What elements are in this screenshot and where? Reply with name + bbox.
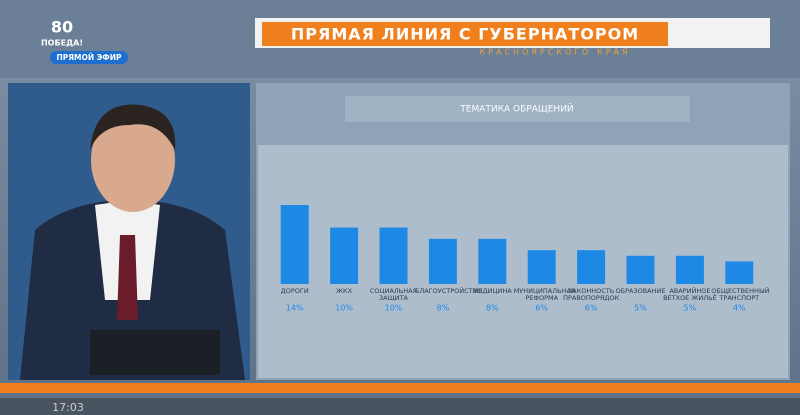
value-label: 10%	[385, 304, 403, 313]
headline-box	[262, 22, 668, 46]
category-label: АВАРИЙНОЕ ВЕТХОЕ ЖИЛЬЁ	[663, 287, 717, 302]
category-label: ДОРОГИ	[280, 287, 309, 295]
category-label: ОБРАЗОВАНИЕ	[615, 287, 666, 295]
category-label: МЕДИЦИНА	[472, 287, 512, 295]
tablet	[90, 330, 220, 375]
bar	[675, 255, 704, 284]
person-head	[91, 108, 175, 212]
bar	[428, 238, 457, 284]
clock: 17:03	[52, 401, 84, 414]
category-label: СОЦИАЛЬНАЯ ЗАЩИТА	[369, 287, 418, 302]
value-label: 4%	[733, 304, 746, 313]
logo-number: 80	[51, 18, 73, 37]
value-label: 6%	[535, 304, 548, 313]
logo-text: ПОБЕДА!	[41, 39, 83, 48]
bar	[330, 227, 359, 284]
bar	[527, 250, 556, 284]
category-label: ЖКХ	[336, 287, 353, 295]
category-label: ЗАКОННОСТЬ ПРАВОПОРЯДОК	[563, 287, 620, 302]
value-label: 5%	[684, 304, 697, 313]
bar	[725, 261, 754, 284]
category-label: БЛАГОУСТРОЙСТВО	[414, 287, 483, 295]
category-label: ОБЩЕСТВЕННЫЙ ТРАНСПОРТ	[711, 287, 770, 302]
value-label: 8%	[486, 304, 499, 313]
value-label: 8%	[437, 304, 450, 313]
live-label: ПРЯМОЙ ЭФИР	[57, 53, 122, 62]
category-label: МУНИЦИПАЛЬНАЯ РЕФОРМА	[513, 287, 576, 302]
bar	[379, 227, 408, 284]
value-label: 10%	[335, 304, 353, 313]
live-pill	[50, 51, 128, 64]
bottom-strip	[0, 398, 800, 415]
headline: ПРЯМАЯ ЛИНИЯ С ГУБЕРНАТОРОМ	[291, 25, 639, 44]
bar	[280, 205, 309, 284]
chart-title-bar	[345, 96, 690, 122]
value-label: 5%	[634, 304, 647, 313]
subheadline: КРАСНОЯРСКОГО КРАЯ	[479, 48, 630, 57]
bar	[577, 250, 606, 284]
value-label: 14%	[286, 304, 304, 313]
bottom-stripe	[0, 383, 800, 393]
chart-title: ТЕМАТИКА ОБРАЩЕНИЙ	[459, 103, 573, 115]
person-hair	[90, 104, 176, 150]
bar	[626, 255, 655, 284]
value-label: 6%	[585, 304, 598, 313]
bar	[478, 238, 507, 284]
person-tie	[117, 235, 138, 320]
